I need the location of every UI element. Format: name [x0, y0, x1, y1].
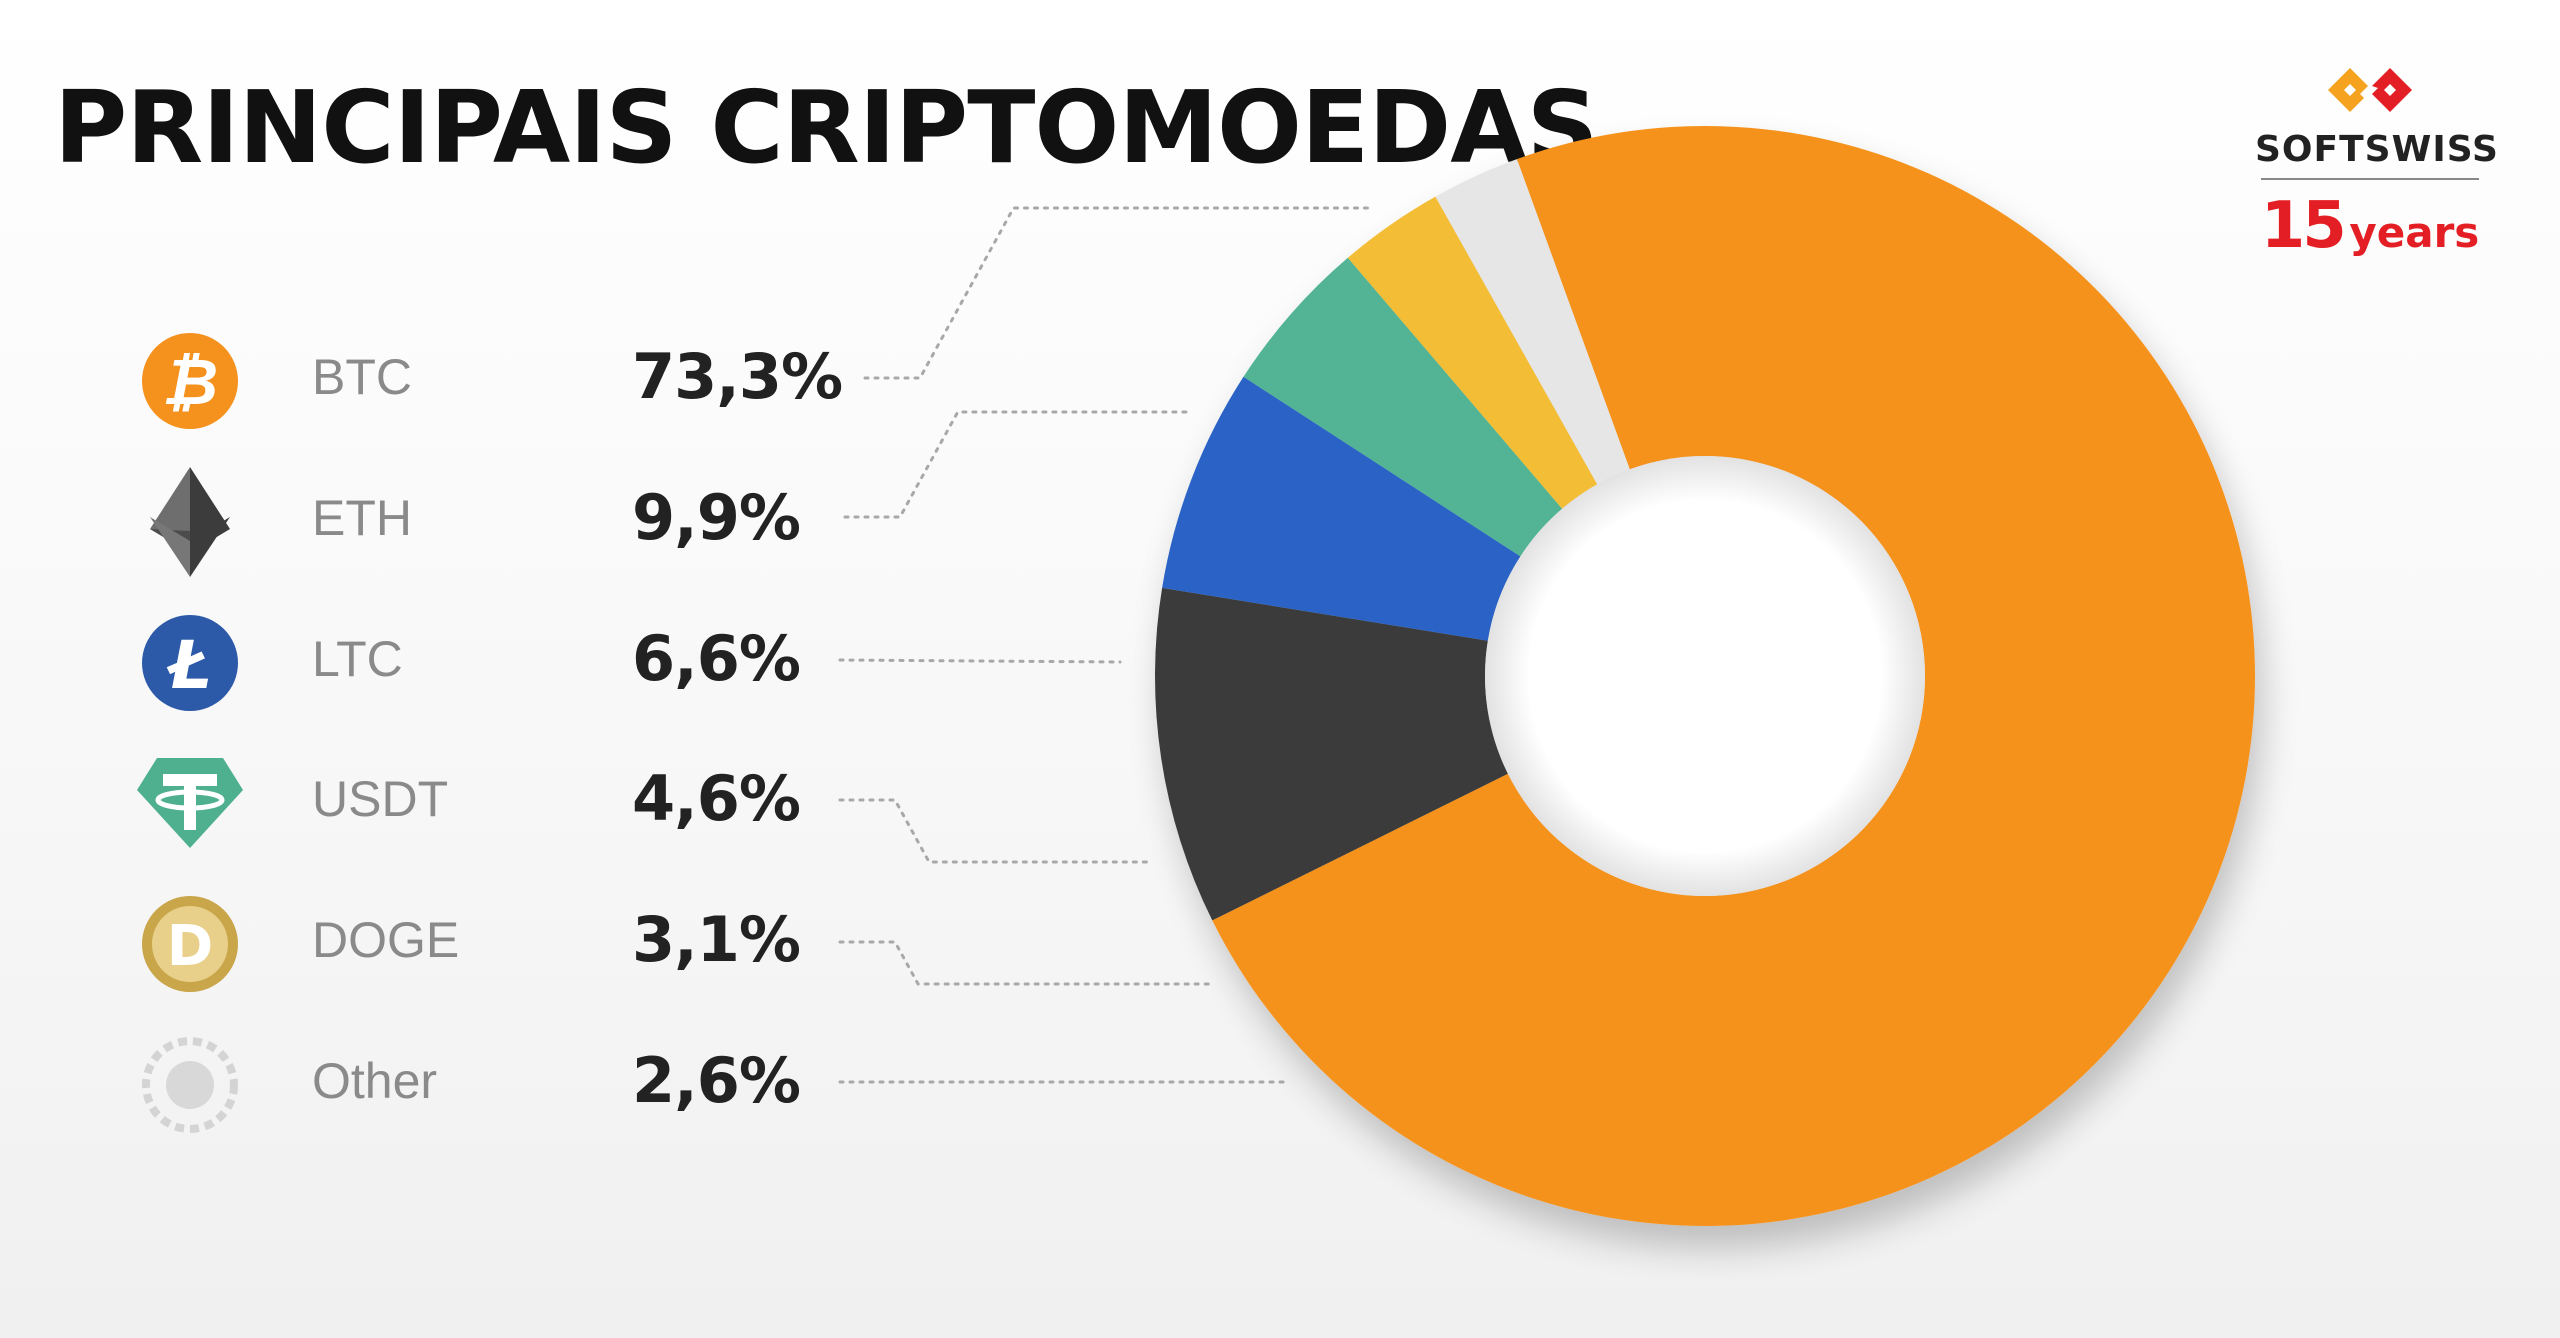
leader-line-ltc	[838, 658, 1122, 664]
bitcoin-icon: ₿	[142, 333, 238, 429]
donut-slice-usdt	[1243, 257, 1563, 557]
legend-value: 9,9%	[632, 481, 801, 554]
softswiss-logo: SOFTSWISS 15 years	[2255, 60, 2499, 258]
logo-years-text: years	[2349, 208, 2480, 257]
dogecoin-icon: D	[142, 896, 238, 992]
ethereum-icon	[150, 467, 230, 577]
legend-label: ETH	[312, 490, 412, 546]
leader-line-eth	[843, 410, 1192, 519]
legend-row-usdt: USDT 4,6%	[0, 734, 900, 854]
donut-slice-btc	[1212, 126, 2255, 1227]
softswiss-mark-icon	[2328, 68, 2412, 112]
legend-value: 73,3%	[632, 340, 843, 413]
svg-text:₿: ₿	[162, 346, 218, 420]
donut-hole	[1485, 456, 1925, 896]
leader-line-doge	[838, 940, 1212, 986]
legend-row-ltc: Ł LTC 6,6%	[0, 594, 900, 714]
donut-slice-other	[1435, 159, 1630, 485]
logo-brand: SOFTSWISS	[2255, 129, 2499, 170]
logo-years: 15 years	[2255, 194, 2485, 258]
donut-slice-eth	[1154, 587, 1508, 921]
legend-label: Other	[312, 1053, 438, 1109]
leader-line-btc	[863, 206, 1372, 380]
other-icon	[142, 1037, 238, 1133]
legend-value: 2,6%	[632, 1044, 801, 1117]
donut-slices	[1154, 126, 2255, 1227]
litecoin-icon: Ł	[142, 615, 238, 711]
leader-lines	[838, 206, 1372, 1084]
legend-value: 4,6%	[632, 762, 801, 835]
legend-row-doge: D DOGE 3,1%	[0, 875, 900, 995]
logo-years-number: 15	[2260, 189, 2347, 263]
page-title: PRINCIPAIS CRIPTOMOEDAS	[54, 69, 1599, 186]
legend-label: DOGE	[312, 912, 460, 968]
tether-icon	[137, 758, 243, 848]
legend-value: 3,1%	[632, 903, 801, 976]
donut-slice-ltc	[1162, 376, 1521, 641]
legend-label: USDT	[312, 771, 449, 827]
leader-line-usdt	[838, 798, 1152, 864]
legend-label: BTC	[312, 349, 412, 405]
legend-value: 6,6%	[632, 622, 801, 695]
legend-row-btc: ₿ BTC 73,3%	[0, 312, 900, 432]
logo-divider	[2261, 178, 2479, 180]
legend-row-eth: ETH 9,9%	[0, 453, 900, 577]
legend-label: LTC	[312, 631, 403, 687]
donut-slice-doge	[1347, 196, 1598, 509]
legend-row-other: Other 2,6%	[0, 1016, 900, 1136]
svg-text:D: D	[167, 914, 213, 979]
svg-text:Ł: Ł	[166, 627, 212, 704]
